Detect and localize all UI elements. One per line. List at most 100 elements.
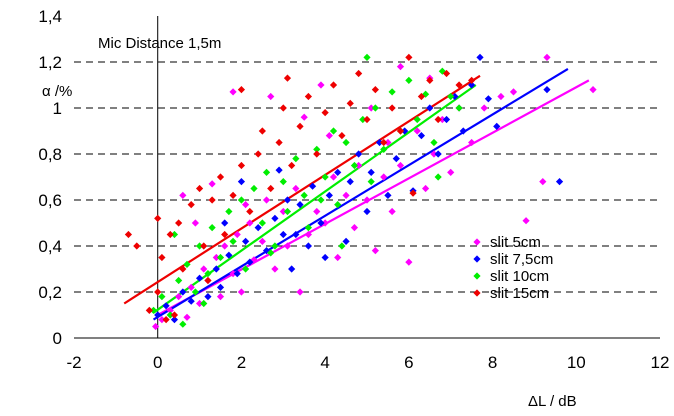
data-point <box>237 196 246 204</box>
data-point <box>288 161 296 170</box>
chart-annotation: Mic Distance 1,5m <box>98 35 221 52</box>
data-point <box>367 178 375 186</box>
data-point <box>355 161 363 170</box>
data-point <box>355 150 363 158</box>
data-point <box>170 311 179 319</box>
data-point <box>522 217 530 225</box>
data-point <box>279 230 287 239</box>
data-point <box>396 63 405 71</box>
data-point <box>405 258 413 266</box>
data-point <box>468 81 476 89</box>
data-point <box>262 196 271 204</box>
data-point <box>317 219 325 227</box>
data-point <box>216 293 225 301</box>
data-point <box>304 92 312 101</box>
data-point <box>187 201 195 209</box>
data-point <box>367 168 375 176</box>
data-point <box>338 242 346 250</box>
data-point <box>346 99 354 107</box>
data-point <box>216 173 225 181</box>
data-point <box>254 150 262 158</box>
x-tick-label: 10 <box>567 353 586 372</box>
data-point <box>179 320 187 328</box>
data-point <box>426 104 434 112</box>
data-point <box>288 265 296 273</box>
axes <box>74 16 660 339</box>
data-point <box>208 196 216 204</box>
data-point <box>321 219 329 227</box>
data-point <box>221 219 229 227</box>
y-tick-label: 1,4 <box>38 7 62 26</box>
data-point <box>283 74 292 82</box>
data-point <box>191 219 199 227</box>
data-point <box>133 242 141 250</box>
data-point <box>388 104 396 112</box>
data-point <box>313 145 321 153</box>
data-point <box>254 224 262 232</box>
data-point <box>187 297 195 305</box>
data-point <box>300 191 308 199</box>
data-point <box>246 258 254 266</box>
data-point <box>267 184 275 193</box>
data-point <box>221 242 229 250</box>
data-point <box>304 242 312 250</box>
data-point <box>124 230 133 239</box>
data-point <box>170 230 179 239</box>
data-point <box>342 191 350 199</box>
data-point <box>229 191 237 199</box>
data-point <box>438 115 446 124</box>
data-point <box>334 253 342 262</box>
data-point <box>392 155 400 163</box>
data-point <box>170 316 179 324</box>
data-point <box>195 274 204 282</box>
data-point <box>242 201 250 209</box>
data-point <box>250 256 258 264</box>
data-point <box>480 104 488 112</box>
data-point <box>225 207 233 216</box>
data-point <box>275 166 283 174</box>
data-point <box>426 76 434 84</box>
data-point <box>237 161 246 170</box>
data-point <box>204 276 212 285</box>
data-point <box>396 161 405 170</box>
data-point <box>216 283 225 291</box>
data-point <box>442 69 451 78</box>
data-point <box>350 161 359 170</box>
data-point <box>430 150 438 158</box>
data-point <box>476 53 484 61</box>
x-tick-label: 2 <box>237 353 246 372</box>
data-point <box>154 311 162 319</box>
data-point <box>589 86 597 94</box>
data-point <box>413 127 421 135</box>
data-point <box>204 293 212 301</box>
data-point <box>543 86 551 94</box>
data-point <box>166 230 174 239</box>
data-point <box>296 201 304 209</box>
data-point <box>237 86 246 94</box>
data-point <box>388 207 396 216</box>
data-point <box>468 76 476 84</box>
tick-labels: 00,20,40,60,811,21,4-2 0 2 4 6 8 10 12 <box>38 7 669 372</box>
data-point <box>229 88 237 96</box>
y-axis-label: α /% <box>42 83 72 100</box>
data-point <box>455 81 463 89</box>
data-point <box>363 196 371 204</box>
data-point <box>484 95 492 103</box>
data-point <box>292 155 300 163</box>
data-point <box>204 270 212 278</box>
data-point <box>422 184 430 193</box>
data-point <box>434 173 442 181</box>
data-point <box>237 288 246 296</box>
data-point <box>451 92 459 101</box>
data-point <box>200 265 208 273</box>
data-point <box>300 113 308 121</box>
data-point <box>380 173 388 181</box>
data-point <box>216 253 225 262</box>
data-point <box>242 237 250 245</box>
data-point <box>237 178 246 186</box>
data-point <box>438 67 446 75</box>
data-point <box>279 207 287 216</box>
data-point <box>183 260 191 268</box>
data-point <box>367 104 375 112</box>
